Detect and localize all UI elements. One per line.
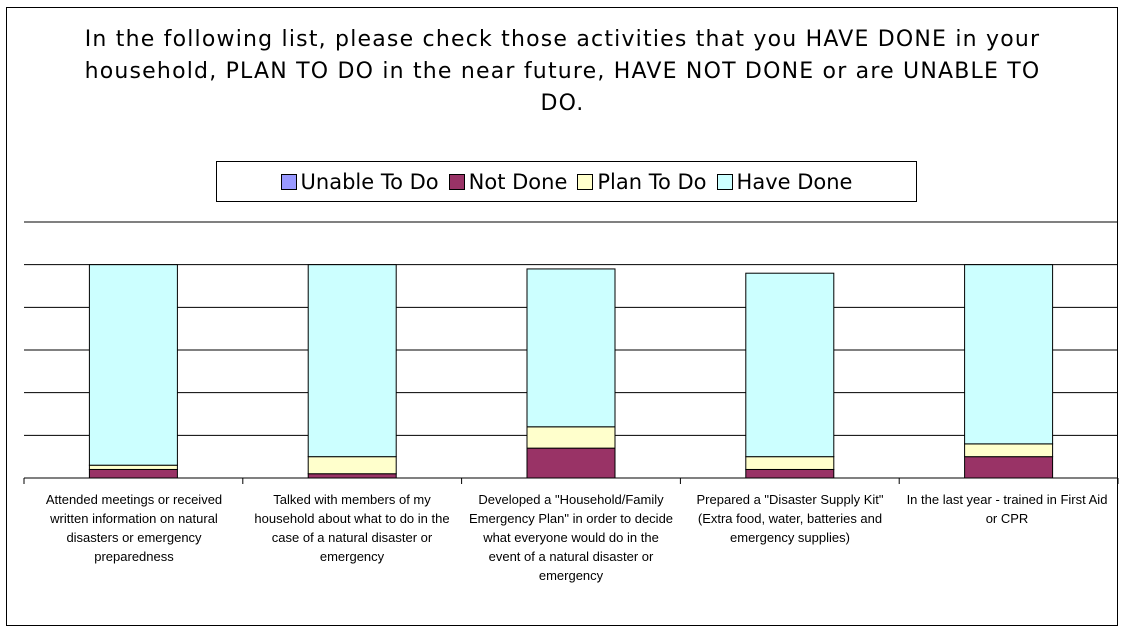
legend-swatch-plan-to-do [577,173,594,190]
legend-label-have-done: Have Done [736,169,853,194]
category-label-5: In the last year - trained in First Aid … [906,492,1108,526]
category-label-2: Talked with members of my household abou… [254,492,450,564]
legend-label-unable-to-do: Unable To Do [300,169,439,194]
bar-segment-have-done-5 [964,264,1054,445]
bar-segment-have-done-1 [88,264,178,466]
bar-segment-plan-to-do-1 [88,464,178,470]
bar-segment-not-done-4 [745,468,835,479]
category-label-4: Prepared a "Disaster Supply Kit" (Extra … [696,492,884,545]
legend-swatch-unable-to-do [280,173,297,190]
legend-label-not-done: Not Done [468,169,568,194]
category-label-1: Attended meetings or received written in… [45,492,223,564]
legend-swatch-have-done [716,173,733,190]
bar-segment-have-done-3 [526,268,616,428]
bar-segment-not-done-3 [526,447,616,479]
bar-segment-not-done-2 [307,473,397,479]
chart-title: In the following list, please check thos… [84,27,1041,116]
legend-item-plan-to-do: Plan To Do [577,169,707,194]
legend-item-unable-to-do: Unable To Do [280,169,439,194]
bar-segment-have-done-4 [745,272,835,458]
bar-segment-have-done-2 [307,264,397,458]
legend-label-plan-to-do: Plan To Do [597,169,707,194]
bar-segment-not-done-1 [88,468,178,479]
category-label-3: Developed a "Household/Family Emergency … [468,492,674,583]
bar-segment-plan-to-do-3 [526,426,616,449]
bar-segment-plan-to-do-5 [964,443,1054,458]
bar-segment-plan-to-do-4 [745,456,835,470]
legend-item-have-done: Have Done [716,169,853,194]
legend-swatch-not-done [448,173,465,190]
legend-item-not-done: Not Done [448,169,568,194]
bar-segment-not-done-5 [964,456,1054,479]
chart-legend: Unable To Do Not Done Plan To Do Have Do… [216,161,917,202]
bar-segment-plan-to-do-2 [307,456,397,475]
